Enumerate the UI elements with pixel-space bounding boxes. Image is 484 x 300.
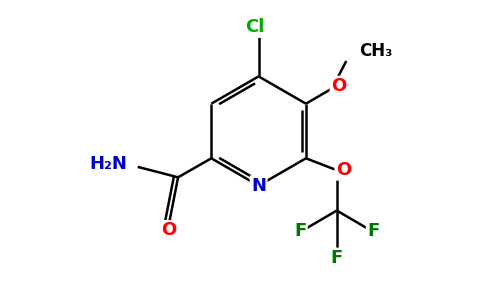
Text: F: F [367,222,379,240]
Text: O: O [336,161,351,179]
Text: F: F [294,222,306,240]
Text: N: N [251,177,266,195]
Text: O: O [161,221,176,239]
Text: F: F [331,249,343,267]
Text: H₂N: H₂N [90,155,127,173]
Text: CH₃: CH₃ [360,41,393,59]
Text: O: O [331,77,347,95]
Text: Cl: Cl [245,19,265,37]
